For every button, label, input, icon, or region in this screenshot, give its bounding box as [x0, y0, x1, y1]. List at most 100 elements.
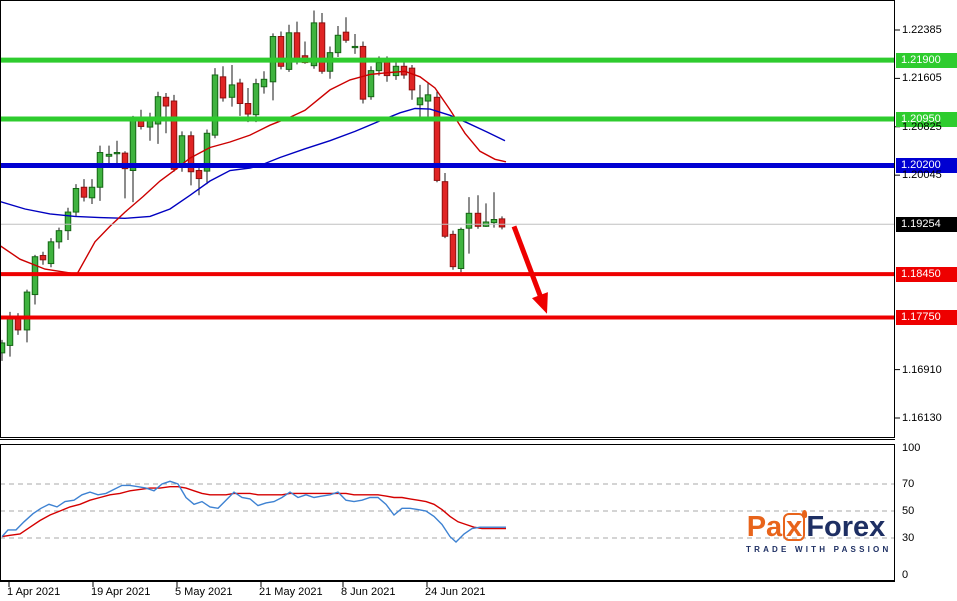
candle-body-up [351, 45, 359, 49]
logo-x-box: x [783, 513, 806, 542]
candle-body-up [178, 135, 186, 165]
price-badge: 1.20200 [896, 158, 957, 174]
candle-body-down [121, 152, 129, 170]
candle [105, 145, 113, 166]
rsi-panel [0, 480, 895, 543]
candle-body-down [236, 82, 244, 105]
main-panel-border [0, 0, 895, 438]
rsi-scale-label: 100 [902, 442, 921, 454]
candle-body-down [474, 212, 482, 227]
candle-body-down [441, 181, 449, 237]
candle-body-up [96, 152, 104, 188]
logo-tagline: TRADE WITH PASSION [746, 545, 892, 554]
candle-body-up [465, 212, 473, 229]
candle [0, 339, 6, 361]
forecast-arrow-head [531, 292, 548, 314]
candle-body-down [359, 45, 367, 100]
price-scale-label: 1.16130 [902, 412, 942, 424]
logo-text-forex: Forex [806, 511, 886, 543]
candle [359, 41, 367, 104]
forecast-arrow-shaft [511, 225, 546, 304]
price-badge: 1.20950 [896, 111, 957, 127]
price-scale-label: 1.21605 [902, 72, 942, 85]
candle [129, 115, 137, 203]
price-badge: 1.18450 [896, 266, 957, 282]
candle [474, 195, 482, 229]
candle-body-down [80, 186, 88, 198]
candle-body-down [277, 36, 285, 67]
rsi-line-blue [1, 480, 506, 543]
candle-body-up [129, 116, 137, 171]
price-scale-label: 1.22385 [902, 24, 942, 36]
candle [342, 17, 350, 43]
candle [55, 227, 63, 249]
candle [121, 151, 129, 199]
candle [252, 78, 260, 123]
candle [96, 145, 104, 201]
candle-body-up [392, 65, 400, 77]
candle [170, 94, 178, 172]
candle [277, 31, 285, 70]
candle [408, 65, 416, 100]
candle-body-up [47, 241, 55, 265]
candle [228, 65, 236, 107]
candle [285, 24, 293, 72]
candle-body-up [55, 230, 63, 243]
candle [318, 12, 326, 74]
candle-body-down [433, 96, 441, 181]
candle [211, 68, 219, 139]
candle-body-up [64, 211, 72, 232]
price-scale-label: 1.20825 [902, 120, 942, 133]
price-badge: 1.19254 [896, 216, 957, 232]
rsi-scale-label: 30 [902, 532, 915, 544]
candle-body-down [318, 22, 326, 72]
candle [392, 60, 400, 80]
candle [367, 66, 375, 100]
candle-body-up [375, 62, 383, 72]
paxforex-wordmark: Pa x Forex [747, 510, 886, 543]
candle-body-down [195, 169, 203, 180]
candle [39, 251, 47, 265]
candle [88, 179, 96, 204]
candle [269, 33, 277, 101]
candle [47, 238, 55, 268]
candle-body-up [334, 34, 342, 54]
candle-body-up [457, 228, 465, 270]
candle-body-down [449, 233, 457, 268]
candle [219, 66, 227, 102]
candle-body-up [416, 97, 424, 106]
candle [449, 230, 457, 270]
candle-body-down [293, 32, 301, 62]
date-axis-label: 24 Jun 2021 [425, 586, 486, 598]
candle-body-up [490, 219, 498, 224]
candle-body-down [219, 76, 227, 99]
price-scale-label: 1.16910 [902, 363, 942, 376]
candle-body-up [252, 83, 260, 116]
candle-body-up [260, 78, 268, 88]
candle-body-up [88, 186, 96, 199]
candle [441, 172, 449, 239]
candle-body-up [424, 94, 432, 102]
candle [72, 184, 80, 217]
candle-body-up [211, 74, 219, 136]
logo-flame-icon [802, 510, 808, 518]
candle [351, 34, 359, 54]
candle-body-down [408, 67, 416, 91]
candle-body-up [105, 153, 113, 157]
candle [113, 140, 121, 165]
rsi-panel-border [0, 444, 895, 582]
price-badge: 1.21900 [896, 52, 957, 68]
candle-body-down [39, 254, 47, 261]
candle-body-down [187, 135, 195, 173]
date-axis-label: 19 Apr 2021 [91, 586, 151, 598]
candle-body-up [154, 96, 162, 125]
candle [203, 129, 211, 185]
candle [31, 254, 39, 305]
candle [490, 192, 498, 228]
date-axis-label: 21 May 2021 [259, 586, 323, 598]
rsi-scale-label: 50 [902, 505, 915, 517]
candle [424, 83, 432, 118]
candle-body-down [170, 100, 178, 170]
paxforex-logo: Pa x Forex TRADE WITH PASSION [746, 510, 892, 554]
